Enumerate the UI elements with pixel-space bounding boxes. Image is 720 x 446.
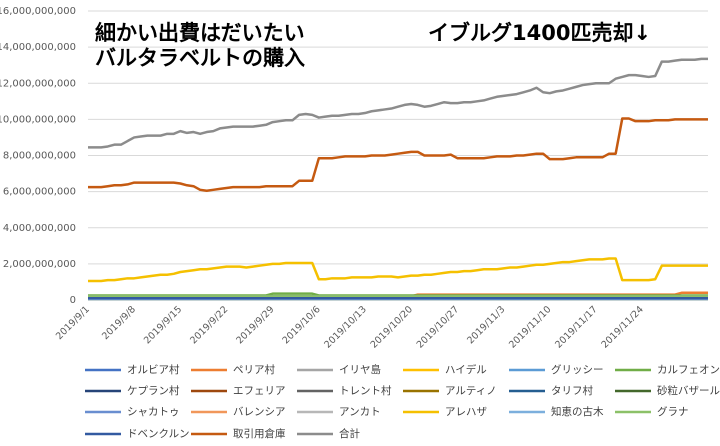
y-tick-label: 10,000,000,000 [0, 114, 76, 125]
x-tick-label: 2019/9/22 [188, 304, 230, 346]
x-tick-label: 2019/11/10 [507, 304, 554, 351]
legend-label: オルビア村 [127, 363, 180, 376]
y-tick-label: 16,000,000,000 [0, 6, 76, 17]
x-tick-label: 2019/11/17 [553, 304, 600, 351]
legend-label: アレハザ [445, 406, 487, 418]
legend-label: イリヤ島 [339, 363, 381, 376]
legend-label: 合計 [339, 427, 360, 440]
legend-label: タリフ村 [551, 384, 593, 397]
legend-label: 砂粒バザール [657, 384, 720, 397]
series-line [88, 57, 708, 149]
annotation: イブルグ1400匹売却↓ [428, 21, 651, 45]
legend-label: カルフェオン [657, 364, 720, 376]
legend-label: グリッシー [551, 363, 604, 376]
legend-label: ケプラン村 [127, 384, 180, 397]
y-tick-label: 12,000,000,000 [0, 78, 76, 89]
x-tick-label: 2019/9/29 [234, 304, 276, 346]
x-tick-label: 2019/10/13 [322, 304, 369, 351]
annotation: バルタラベルトの購入 [95, 46, 305, 70]
x-tick-label: 2019/9/15 [142, 304, 184, 346]
legend-label: アンカト [339, 406, 381, 418]
y-tick-label: 2,000,000,000 [3, 259, 76, 270]
y-tick-label: 14,000,000,000 [0, 42, 76, 53]
legend-label: 知恵の古木 [551, 405, 604, 418]
y-tick-label: 8,000,000,000 [3, 151, 76, 162]
legend-label: グラナ [657, 405, 689, 418]
annotation: 細かい出費はだいたい [95, 21, 305, 45]
legend-label: バレンシア [233, 406, 286, 418]
legend-label: アルティノ [445, 385, 497, 397]
x-tick-label: 2019/11/24 [599, 304, 646, 351]
legend-label: ドベンクルン [127, 428, 189, 440]
x-tick-label: 2019/10/27 [415, 304, 462, 351]
y-tick-label: 6,000,000,000 [3, 187, 76, 198]
legend-label: トレント村 [339, 384, 392, 397]
x-tick-label: 2019/9/8 [100, 304, 138, 342]
x-tick-label: 2019/11/3 [465, 304, 507, 346]
x-tick-label: 2019/10/6 [281, 304, 323, 346]
y-tick-label: 0 [70, 295, 76, 306]
legend-label: シャカトゥ [127, 406, 180, 418]
series-line [88, 257, 708, 283]
x-tick-label: 2019/10/20 [369, 304, 416, 351]
plot: 0 2,000,000,000 4,000,000,000 6,000,000,000… [0, 6, 720, 440]
legend-label: ペリア村 [233, 363, 275, 376]
legend-label: ハイデル [445, 363, 487, 376]
legend-label: エフェリア [233, 385, 286, 397]
series-line [88, 117, 708, 192]
y-tick-label: 4,000,000,000 [3, 223, 76, 234]
x-tick-label: 2019/9/1 [54, 304, 92, 342]
legend-label: 取引用倉庫 [233, 427, 286, 440]
